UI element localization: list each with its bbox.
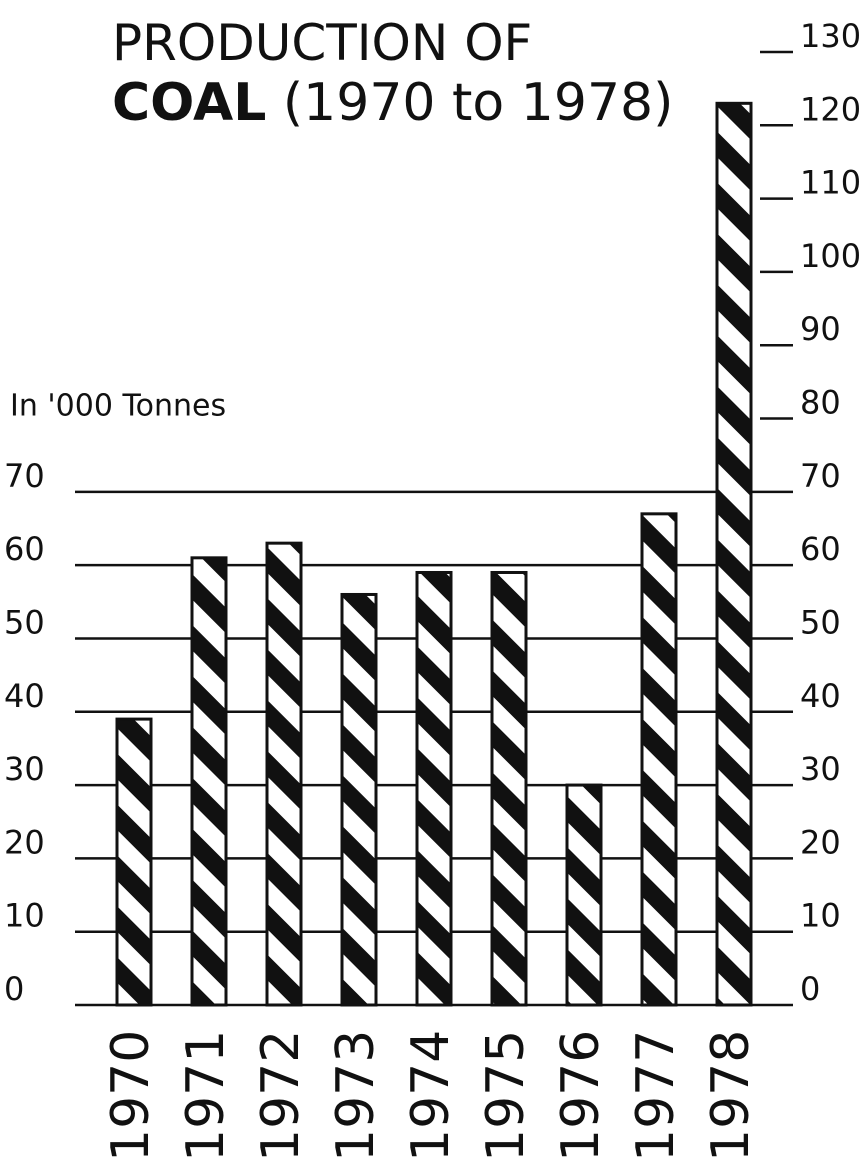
y2-tick-label: 100: [800, 237, 861, 275]
bar: [265, 541, 303, 1007]
bar: [490, 570, 528, 1007]
y2-tick-label: 130: [800, 17, 861, 55]
x-tick-label: 1976: [551, 1030, 611, 1162]
y2-tick-label: 0: [800, 970, 820, 1008]
title-line: PRODUCTION OF: [112, 14, 532, 72]
bar: [190, 556, 228, 1007]
x-tick-label: 1974: [401, 1030, 461, 1162]
y-tick-label: 70: [4, 457, 45, 495]
y-tick-label: 30: [4, 750, 45, 788]
title-line: COAL: [112, 73, 266, 133]
y2-tick-label: 50: [800, 603, 841, 641]
y-tick-label: 10: [4, 897, 45, 935]
x-tick-label: 1972: [251, 1030, 311, 1162]
bar: [715, 101, 753, 1007]
x-tick-label: 1973: [326, 1030, 386, 1162]
y2-tick-label: 70: [800, 457, 841, 495]
y2-tick-label: 30: [800, 750, 841, 788]
chart-title: PRODUCTION OF: [112, 14, 532, 72]
bar: [565, 783, 603, 1007]
chart-title: COAL (1970 to 1978): [112, 73, 673, 133]
y-tick-label: 50: [4, 603, 45, 641]
y-tick-label: 40: [4, 677, 45, 715]
x-tick-label: 1975: [476, 1030, 536, 1162]
title-line: (1970 to 1978): [283, 73, 674, 133]
y-tick-label: 60: [4, 530, 45, 568]
bar: [115, 717, 153, 1007]
y2-tick-label: 20: [800, 823, 841, 861]
bar: [415, 570, 453, 1007]
y-tick-label: 20: [4, 823, 45, 861]
x-tick-label: 1971: [176, 1030, 236, 1162]
x-tick-label: 1970: [101, 1030, 161, 1162]
y-axis-label: In '000 Tonnes: [10, 389, 226, 424]
y2-tick-label: 40: [800, 677, 841, 715]
x-tick-label: 1977: [626, 1030, 686, 1162]
y2-tick-label: 10: [800, 897, 841, 935]
y2-tick-label: 80: [800, 384, 841, 422]
bar: [640, 512, 678, 1007]
y-tick-label: 0: [4, 970, 24, 1008]
y2-tick-label: 60: [800, 530, 841, 568]
y2-tick-label: 120: [800, 90, 861, 128]
y2-tick-label: 90: [800, 310, 841, 348]
x-tick-label: 1978: [701, 1030, 761, 1162]
bar: [340, 592, 378, 1007]
y2-tick-label: 110: [800, 164, 861, 202]
